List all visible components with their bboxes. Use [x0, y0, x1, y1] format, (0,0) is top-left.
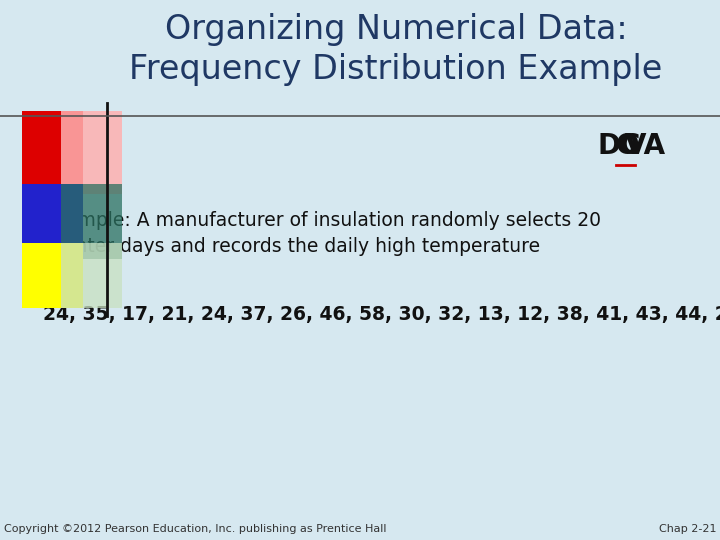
Text: Example: A manufacturer of insulation randomly selects 20
  winter days and reco: Example: A manufacturer of insulation ra…	[43, 211, 601, 256]
Text: DC: DC	[598, 132, 641, 160]
Text: Chap 2-21: Chap 2-21	[659, 523, 716, 534]
Text: O: O	[616, 132, 639, 160]
Text: Organizing Numerical Data:
Frequency Distribution Example: Organizing Numerical Data: Frequency Dis…	[130, 14, 662, 86]
Text: 24, 35, 17, 21, 24, 37, 26, 46, 58, 30, 32, 13, 12, 38, 41, 43, 44, 27, 53, 27: 24, 35, 17, 21, 24, 37, 26, 46, 58, 30, …	[43, 305, 720, 324]
Text: VA: VA	[625, 132, 666, 160]
Text: Copyright ©2012 Pearson Education, Inc. publishing as Prentice Hall: Copyright ©2012 Pearson Education, Inc. …	[4, 523, 386, 534]
